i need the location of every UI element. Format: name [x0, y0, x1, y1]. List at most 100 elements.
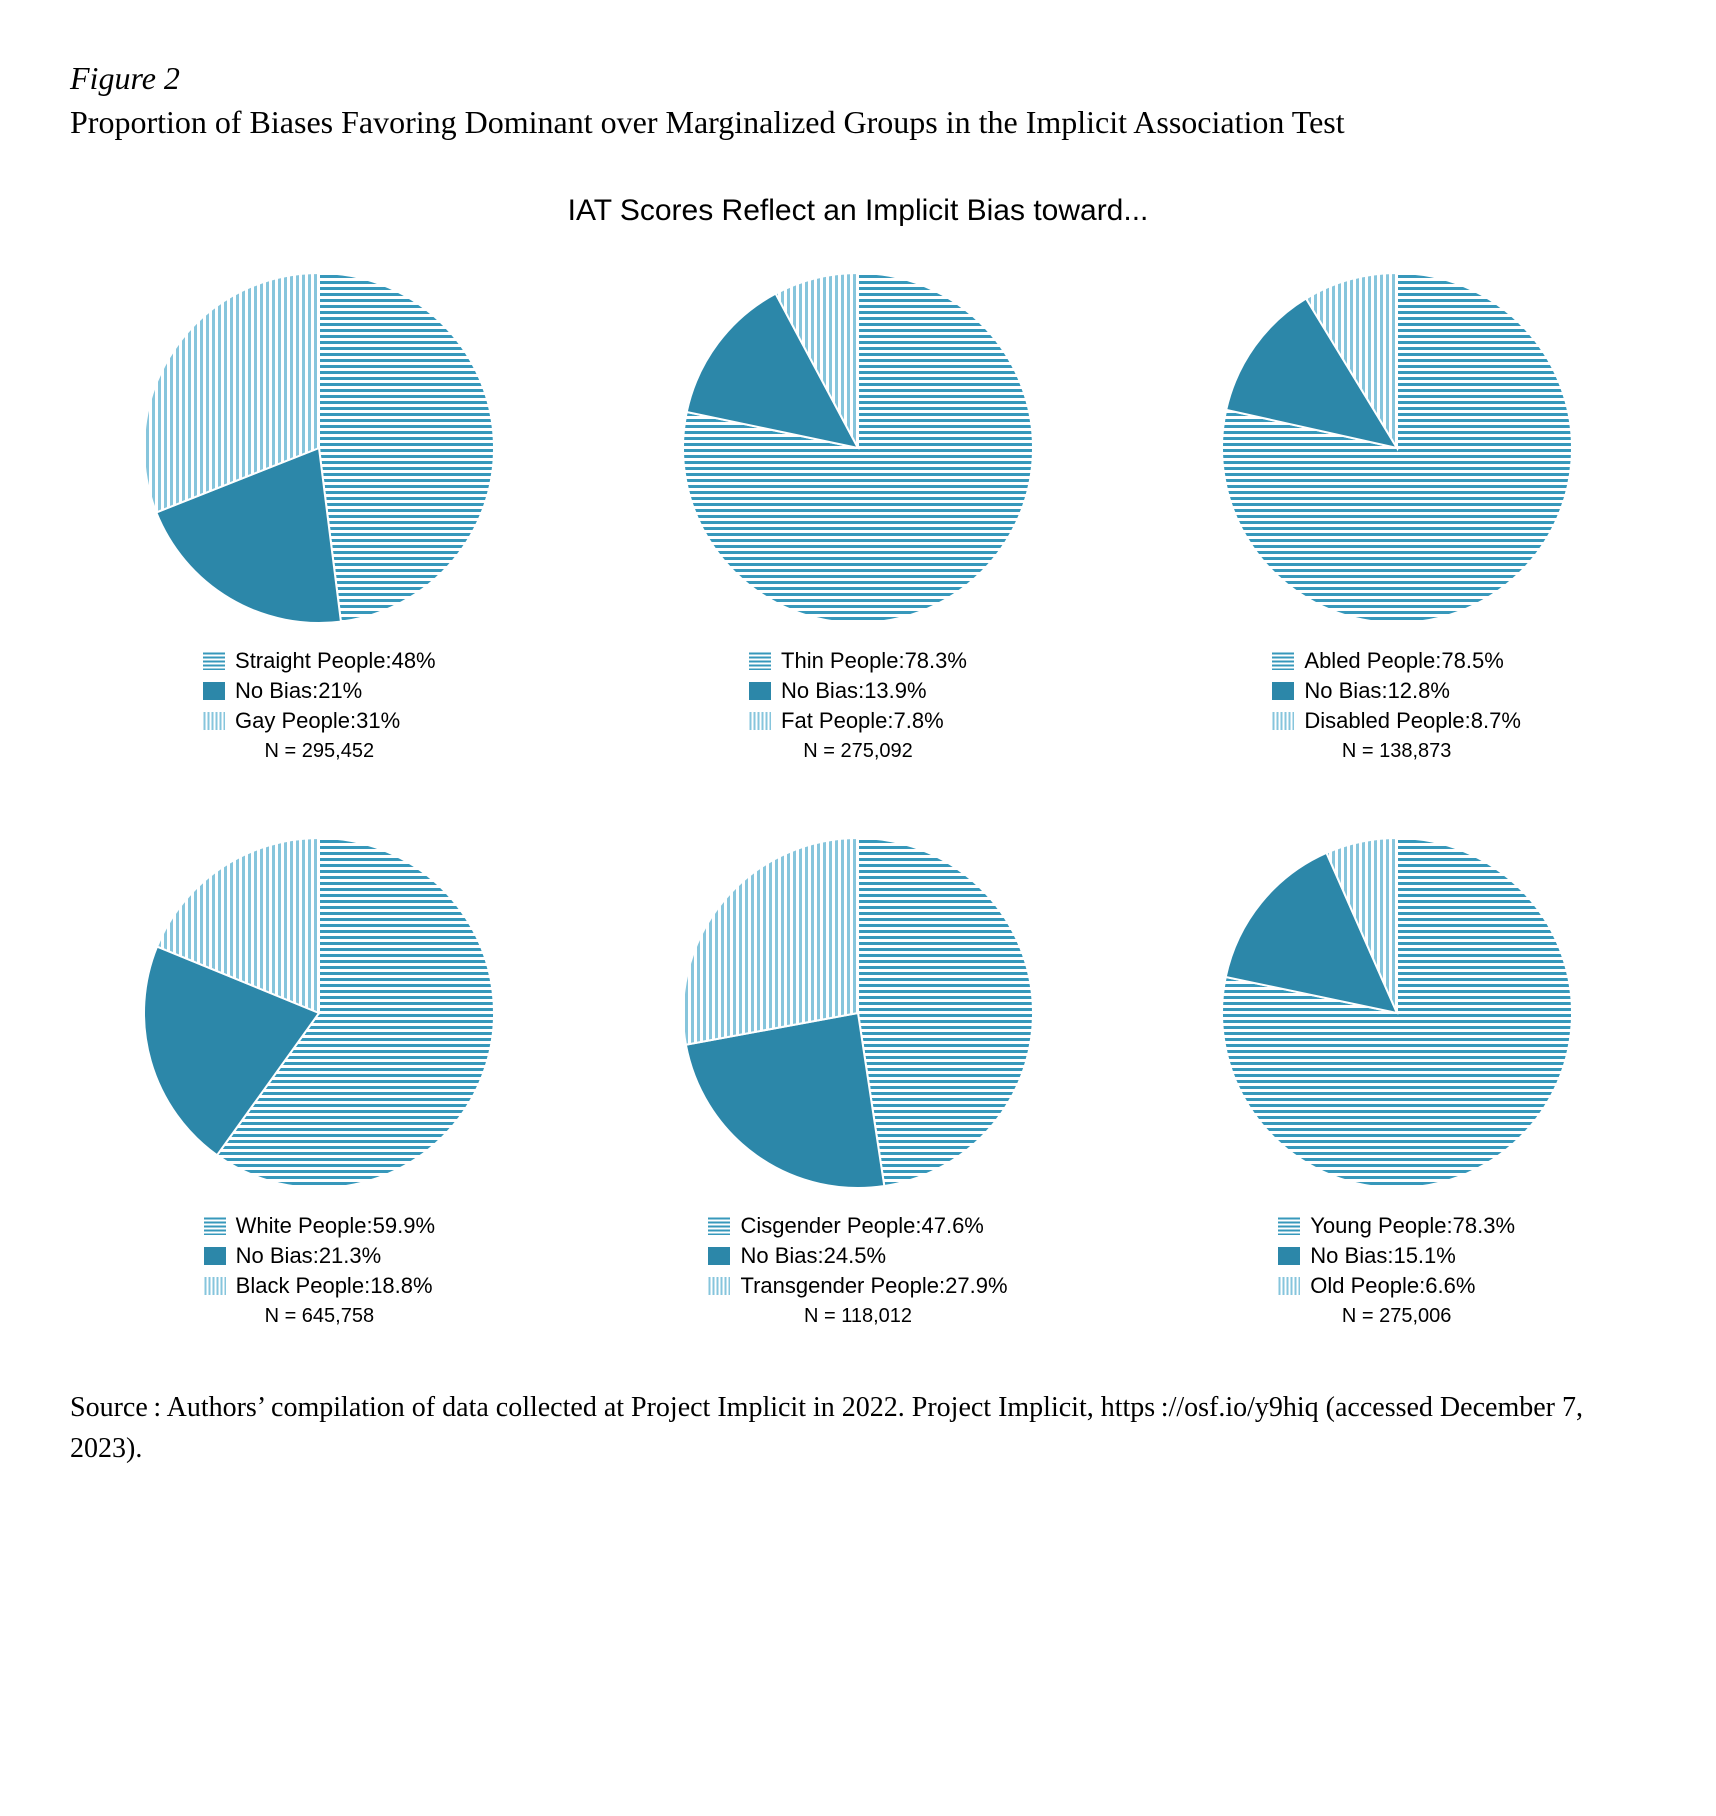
legend-pct: 24.5%	[824, 1243, 886, 1269]
pie-legend: Cisgender People: 47.6% No Bias: 24.5% Tra…	[708, 1213, 1007, 1328]
pie-cell: Cisgender People: 47.6% No Bias: 24.5% Tra…	[678, 833, 1038, 1328]
legend-label: Thin People	[781, 648, 898, 674]
legend-pct: 48%	[392, 648, 436, 674]
legend-label: Abled People	[1304, 648, 1435, 674]
legend-swatch-icon	[204, 1277, 226, 1295]
legend-swatch-icon	[204, 1247, 226, 1265]
legend-item: White People: 59.9%	[204, 1213, 435, 1239]
legend-label: Disabled People	[1304, 708, 1464, 734]
pie-slice	[319, 273, 494, 622]
legend-label: Old People	[1310, 1273, 1419, 1299]
legend-pct: 31%	[356, 708, 400, 734]
pie-chart	[139, 268, 499, 628]
figure-title: Proportion of Biases Favoring Dominant o…	[70, 101, 1646, 144]
legend-pct: 21.3%	[319, 1243, 381, 1269]
legend-pct: 8.7%	[1471, 708, 1521, 734]
legend-pct: 78.5%	[1441, 648, 1503, 674]
legend-swatch-icon	[708, 1217, 730, 1235]
legend-label: No Bias	[781, 678, 858, 704]
legend-swatch-icon	[1278, 1247, 1300, 1265]
legend-swatch-icon	[1272, 712, 1294, 730]
legend-item: Thin People: 78.3%	[749, 648, 967, 674]
legend-label: Fat People	[781, 708, 887, 734]
legend-pct: 21%	[318, 678, 362, 704]
legend-swatch-icon	[708, 1247, 730, 1265]
pie-legend: Abled People: 78.5% No Bias: 12.8% Disable…	[1272, 648, 1521, 763]
legend-pct: 47.6%	[921, 1213, 983, 1239]
legend-item: No Bias: 21%	[203, 678, 436, 704]
legend-pct: 12.8%	[1388, 678, 1450, 704]
legend-swatch-icon	[1278, 1277, 1300, 1295]
legend-pct: 7.8%	[894, 708, 944, 734]
legend-pct: 27.9%	[945, 1273, 1007, 1299]
pie-chart	[1217, 268, 1577, 628]
legend-swatch-icon	[749, 712, 771, 730]
legend-item: Black People: 18.8%	[204, 1273, 435, 1299]
legend-swatch-icon	[203, 712, 225, 730]
legend-item: No Bias: 15.1%	[1278, 1243, 1515, 1269]
legend-item: Gay People: 31%	[203, 708, 436, 734]
figure-label: Figure 2	[70, 60, 1646, 97]
legend-label: No Bias	[740, 1243, 817, 1269]
pie-legend: Straight People: 48% No Bias: 21% Gay Peop…	[203, 648, 436, 763]
legend-pct: 6.6%	[1425, 1273, 1475, 1299]
pie-slice	[683, 838, 858, 1045]
legend-label: Cisgender People	[740, 1213, 915, 1239]
legend-swatch-icon	[708, 1277, 730, 1295]
legend-label: White People	[236, 1213, 367, 1239]
legend-label: No Bias	[1304, 678, 1381, 704]
sample-size: N = 275,006	[1278, 1305, 1515, 1328]
legend-item: Cisgender People: 47.6%	[708, 1213, 1007, 1239]
legend-swatch-icon	[1272, 652, 1294, 670]
legend-swatch-icon	[1272, 682, 1294, 700]
legend-item: Transgender People: 27.9%	[708, 1273, 1007, 1299]
legend-swatch-icon	[1278, 1217, 1300, 1235]
pie-slice	[858, 838, 1033, 1186]
pie-chart	[1217, 833, 1577, 1193]
legend-label: Young People	[1310, 1213, 1446, 1239]
legend-swatch-icon	[749, 652, 771, 670]
sample-size: N = 118,012	[708, 1305, 1007, 1328]
pie-grid: Straight People: 48% No Bias: 21% Gay Peop…	[70, 268, 1646, 1328]
legend-swatch-icon	[203, 652, 225, 670]
legend-item: No Bias: 12.8%	[1272, 678, 1521, 704]
pie-cell: Straight People: 48% No Bias: 21% Gay Peop…	[139, 268, 499, 763]
legend-pct: 78.3%	[905, 648, 967, 674]
sample-size: N = 645,758	[204, 1305, 435, 1328]
pie-cell: Abled People: 78.5% No Bias: 12.8% Disable…	[1217, 268, 1577, 763]
legend-label: No Bias	[236, 1243, 313, 1269]
legend-item: No Bias: 24.5%	[708, 1243, 1007, 1269]
legend-label: Gay People	[235, 708, 350, 734]
pie-chart	[678, 268, 1038, 628]
pie-legend: Young People: 78.3% No Bias: 15.1% Old Peo…	[1278, 1213, 1515, 1328]
chart-subtitle: IAT Scores Reflect an Implicit Bias towa…	[70, 194, 1646, 228]
legend-pct: 13.9%	[864, 678, 926, 704]
pie-legend: Thin People: 78.3% No Bias: 13.9% Fat Peop…	[749, 648, 967, 763]
legend-item: Fat People: 7.8%	[749, 708, 967, 734]
pie-cell: Young People: 78.3% No Bias: 15.1% Old Peo…	[1217, 833, 1577, 1328]
legend-item: No Bias: 13.9%	[749, 678, 967, 704]
legend-pct: 15.1%	[1393, 1243, 1455, 1269]
legend-item: Abled People: 78.5%	[1272, 648, 1521, 674]
legend-item: Old People: 6.6%	[1278, 1273, 1515, 1299]
legend-swatch-icon	[749, 682, 771, 700]
legend-swatch-icon	[204, 1217, 226, 1235]
pie-legend: White People: 59.9% No Bias: 21.3% Black P…	[204, 1213, 435, 1328]
legend-label: Black People	[236, 1273, 364, 1299]
pie-cell: Thin People: 78.3% No Bias: 13.9% Fat Peop…	[678, 268, 1038, 763]
legend-pct: 18.8%	[370, 1273, 432, 1299]
legend-label: No Bias	[235, 678, 312, 704]
sample-size: N = 295,452	[203, 740, 436, 763]
sample-size: N = 138,873	[1272, 740, 1521, 763]
legend-swatch-icon	[203, 682, 225, 700]
legend-pct: 78.3%	[1453, 1213, 1515, 1239]
legend-label: Transgender People	[740, 1273, 939, 1299]
legend-item: Straight People: 48%	[203, 648, 436, 674]
legend-item: Young People: 78.3%	[1278, 1213, 1515, 1239]
pie-chart	[139, 833, 499, 1193]
sample-size: N = 275,092	[749, 740, 967, 763]
legend-label: Straight People	[235, 648, 385, 674]
legend-item: No Bias: 21.3%	[204, 1243, 435, 1269]
legend-label: No Bias	[1310, 1243, 1387, 1269]
legend-pct: 59.9%	[373, 1213, 435, 1239]
